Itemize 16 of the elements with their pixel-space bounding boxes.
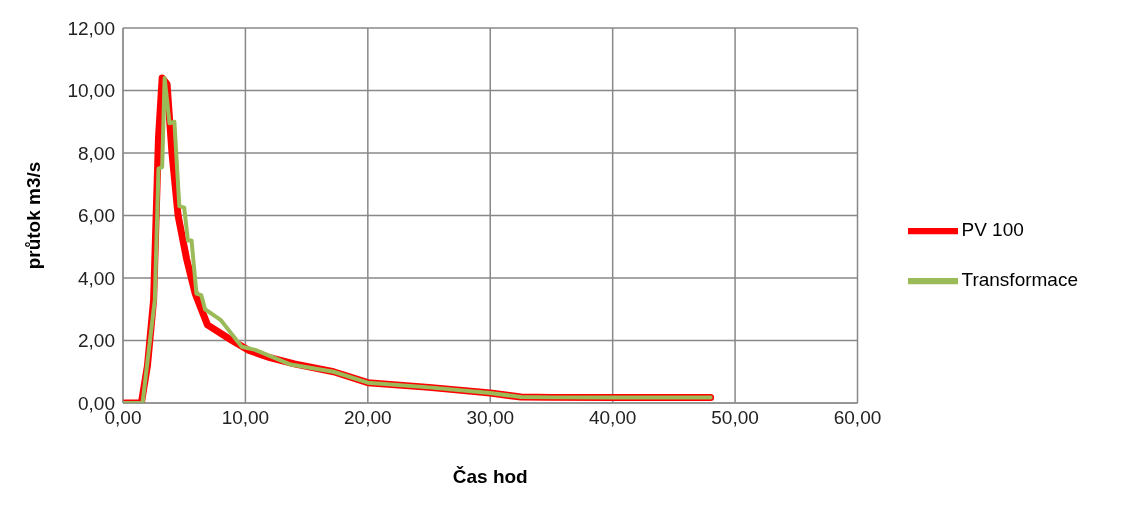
y-tick-label: 12,00 (67, 17, 115, 39)
y-tick-label: 6,00 (78, 205, 115, 227)
x-tick-label: 10,00 (221, 407, 270, 429)
y-tick-label: 4,00 (78, 267, 115, 289)
y-axis-title: průtok m3/s (22, 161, 44, 270)
legend-label: Transformace (961, 268, 1078, 290)
x-axis-title: Čas hod (452, 466, 528, 487)
x-tick-label: 30,00 (466, 407, 515, 429)
x-tick-label: 20,00 (344, 407, 392, 429)
x-tick-label: 40,00 (588, 407, 637, 429)
y-tick-label: 8,00 (78, 142, 115, 164)
x-tick-label: 60,00 (833, 407, 882, 429)
y-tick-label: 2,00 (78, 330, 115, 352)
y-tick-label: 10,00 (67, 80, 115, 102)
legend-label: PV 100 (961, 218, 1024, 240)
x-tick-label: 50,00 (711, 407, 759, 429)
